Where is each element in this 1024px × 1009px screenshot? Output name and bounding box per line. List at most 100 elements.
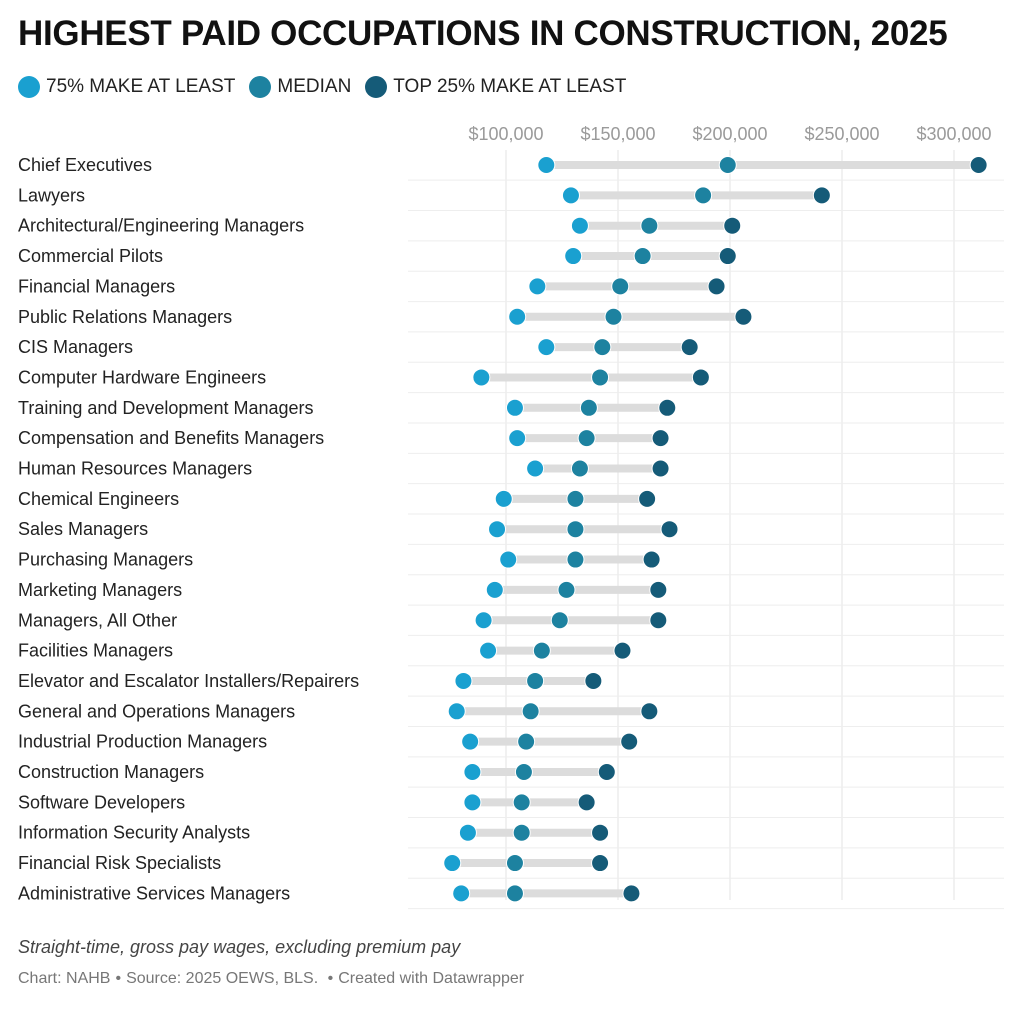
category-label: Training and Development Managers — [18, 398, 314, 418]
legend-label-75pct: 75% MAKE AT LEAST — [46, 76, 236, 97]
dot-75pct — [494, 489, 513, 508]
dot-75pct — [564, 247, 583, 266]
dot-median — [512, 823, 531, 842]
dot-median — [505, 884, 524, 903]
dot-top25 — [812, 186, 831, 205]
dot-top25 — [591, 854, 610, 873]
dot-median — [640, 216, 659, 235]
category-label: Sales Managers — [18, 519, 148, 539]
dot-top25 — [723, 216, 742, 235]
dot-median — [633, 247, 652, 266]
credit-chart-by: Chart: NAHB — [18, 970, 111, 987]
dot-75pct — [479, 641, 498, 660]
dot-median — [550, 611, 569, 630]
dot-top25 — [660, 520, 679, 539]
dot-75pct — [488, 520, 507, 539]
dot-75pct — [463, 793, 482, 812]
x-tick-label: $200,000 — [692, 124, 767, 144]
dot-top25 — [642, 550, 661, 569]
dot-top25 — [649, 611, 668, 630]
dot-median — [557, 580, 576, 599]
dot-top25 — [707, 277, 726, 296]
dot-75pct — [447, 702, 466, 721]
x-tick-label: $300,000 — [916, 124, 991, 144]
dot-top25 — [651, 429, 670, 448]
category-label: Compensation and Benefits Managers — [18, 428, 324, 448]
dot-75pct — [458, 823, 477, 842]
dot-75pct — [526, 459, 545, 478]
legend-item-median: MEDIAN — [249, 76, 351, 98]
dot-75pct — [485, 580, 504, 599]
dot-median — [694, 186, 713, 205]
category-label: Marketing Managers — [18, 580, 182, 600]
dot-median — [577, 429, 596, 448]
category-label: Managers, All Other — [18, 610, 177, 630]
dot-75pct — [463, 763, 482, 781]
dot-top25 — [577, 793, 596, 812]
category-label: Industrial Production Managers — [18, 732, 267, 752]
category-label: Administrative Services Managers — [18, 883, 290, 903]
category-label: CIS Managers — [18, 337, 133, 357]
dot-75pct — [508, 307, 527, 326]
dot-median — [593, 338, 612, 357]
category-label: Lawyers — [18, 185, 85, 205]
dot-median — [521, 702, 540, 721]
dot-top25 — [658, 398, 677, 417]
legend-item-75pct: 75% MAKE AT LEAST — [18, 76, 235, 98]
chart-note: Straight-time, gross pay wages, excludin… — [18, 937, 461, 957]
credit-source: Source: 2025 OEWS, BLS. — [126, 970, 319, 987]
legend-item-top25: TOP 25% MAKE AT LEAST — [365, 76, 626, 98]
category-label: Software Developers — [18, 792, 185, 812]
dot-75pct — [474, 611, 493, 630]
dot-top25 — [734, 307, 753, 326]
dot-top25 — [691, 368, 710, 387]
legend-label-top25: TOP 25% MAKE AT LEAST — [393, 76, 627, 97]
dot-median — [591, 368, 610, 387]
x-tick-label: $150,000 — [580, 124, 655, 144]
category-label: Construction Managers — [18, 762, 204, 782]
category-label: Commercial Pilots — [18, 246, 163, 266]
dot-median — [514, 763, 533, 781]
dot-75pct — [528, 277, 547, 296]
chart-title: HIGHEST PAID OCCUPATIONS IN CONSTRUCTION… — [18, 14, 948, 53]
range-dot-chart: $100,000 $150,000 $200,000 $250,000 $300,000… — [18, 124, 1004, 910]
legend-swatch-median — [249, 76, 272, 98]
dot-top25 — [969, 156, 988, 174]
dot-75pct — [537, 338, 556, 357]
dot-top25 — [680, 338, 699, 357]
dot-top25 — [591, 823, 610, 842]
x-tick-label: $100,000 — [468, 124, 543, 144]
dot-median — [570, 459, 589, 478]
category-label: Chief Executives — [18, 155, 152, 175]
chart-credit: Chart: NAHB • Source: 2025 OEWS, BLS. • Cre… — [18, 970, 525, 987]
dot-75pct — [472, 368, 491, 387]
category-label: Chemical Engineers — [18, 489, 179, 509]
dot-top25 — [640, 702, 659, 721]
category-label: Financial Managers — [18, 276, 175, 296]
dot-75pct — [452, 884, 471, 903]
dot-75pct — [537, 156, 556, 174]
dot-top25 — [597, 763, 616, 781]
category-label: Purchasing Managers — [18, 550, 193, 570]
credit-created-with: Created with Datawrapper — [338, 970, 525, 987]
dot-top25 — [622, 884, 641, 903]
dot-top25 — [651, 459, 670, 478]
dot-75pct — [508, 429, 527, 448]
category-label: Public Relations Managers — [18, 307, 232, 327]
x-tick-label: $250,000 — [804, 124, 879, 144]
dot-top25 — [638, 489, 657, 508]
legend-label-median: MEDIAN — [277, 76, 352, 97]
dot-median — [611, 277, 630, 296]
dot-median — [566, 550, 585, 569]
category-label: General and Operations Managers — [18, 701, 295, 721]
dot-75pct — [561, 186, 580, 205]
dot-top25 — [649, 580, 668, 599]
category-label: Computer Hardware Engineers — [18, 367, 266, 387]
dot-median — [566, 489, 585, 508]
dot-median — [579, 398, 598, 417]
dot-median — [718, 156, 737, 174]
category-label: Architectural/Engineering Managers — [18, 216, 304, 236]
dot-75pct — [570, 216, 589, 235]
dot-median — [505, 854, 524, 873]
dot-median — [517, 732, 536, 751]
